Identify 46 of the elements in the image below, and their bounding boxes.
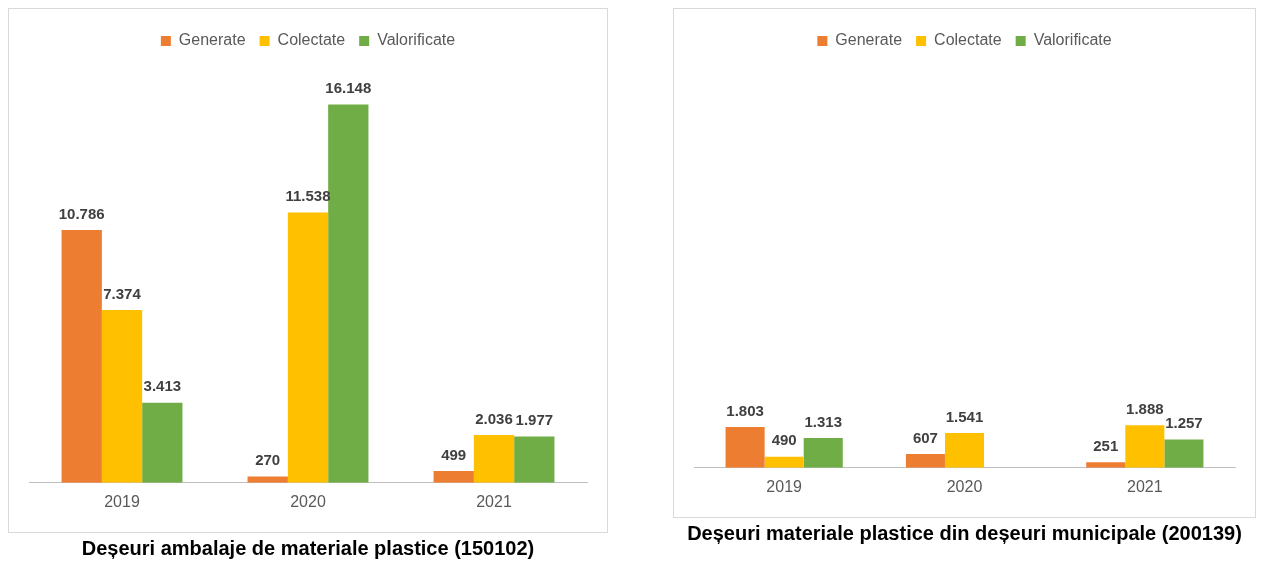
- data-label: 607: [912, 428, 938, 446]
- data-label: 3.413: [143, 377, 182, 395]
- text: Deșeuri materiale plastice din deșeuri municipale (200139): [686, 522, 1243, 544]
- data-label: 7.374: [103, 284, 142, 302]
- bar: [328, 104, 369, 483]
- x-tick-label: 2020: [290, 492, 326, 510]
- bar: [803, 438, 843, 468]
- data-label: 2.036: [475, 409, 513, 427]
- data-label: 251: [1093, 436, 1119, 454]
- data-label: 490: [771, 431, 797, 449]
- data-label: 1.313: [804, 412, 843, 430]
- data-label: 270: [255, 451, 281, 469]
- bar: [142, 402, 183, 483]
- bar: [247, 476, 288, 483]
- bar: [473, 435, 515, 483]
- bar: [944, 432, 985, 468]
- data-label: 499: [441, 445, 467, 463]
- data-label: 16.148: [325, 79, 372, 97]
- bar: [1164, 439, 1204, 468]
- bar: [905, 454, 945, 468]
- data-label: 1.888: [1126, 399, 1164, 417]
- x-tick-label: 2019: [766, 477, 803, 495]
- data-label: 1.803: [726, 401, 764, 419]
- legend-label: Colectate: [934, 31, 1002, 49]
- bar: [61, 230, 102, 483]
- bar: [287, 212, 329, 483]
- bar: [433, 471, 474, 483]
- bar: [764, 456, 804, 468]
- data-label: 10.786: [58, 204, 105, 222]
- x-tick-label: 2021: [1127, 477, 1163, 495]
- data-label: 1.257: [1165, 414, 1203, 432]
- legend-label: Colectate: [277, 31, 346, 49]
- bar: [101, 310, 143, 483]
- data-label: 1.977: [515, 411, 554, 429]
- bar: [1125, 425, 1165, 468]
- x-tick-label: 2019: [104, 492, 140, 510]
- bar: [725, 427, 765, 468]
- legend-label: Valorificate: [377, 31, 456, 49]
- x-tick-label: 2021: [476, 492, 512, 510]
- legend-label: Generate: [835, 31, 903, 49]
- data-label: 1.541: [945, 407, 984, 425]
- legend-label: Valorificate: [1033, 31, 1112, 49]
- text: Deșeuri ambalaje de materiale plastice (150102): [80, 537, 536, 559]
- x-tick-label: 2020: [946, 477, 983, 495]
- bar: [514, 436, 555, 483]
- legend-label: Generate: [178, 31, 246, 49]
